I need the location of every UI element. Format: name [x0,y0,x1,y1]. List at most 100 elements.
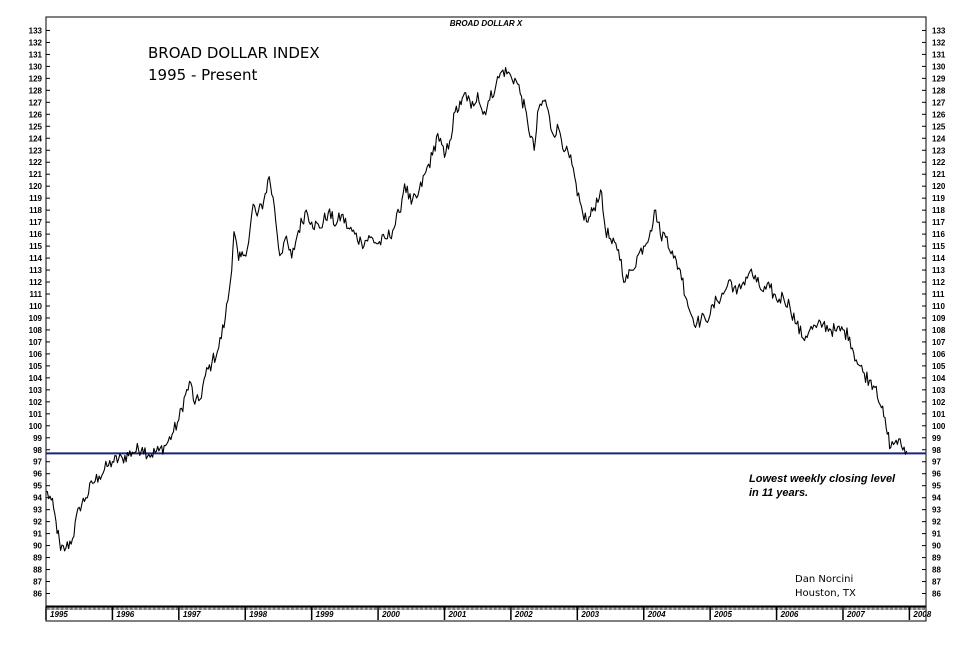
y-tick-label-right: 116 [932,230,945,239]
y-tick-label-left: 133 [29,26,43,35]
y-tick-label-left: 93 [33,506,42,515]
y-tick-label-left: 99 [33,434,42,443]
y-tick-label-right: 103 [932,386,946,395]
y-tick-label-right: 108 [932,326,946,335]
y-tick-label-right: 87 [932,578,941,587]
y-tick-label-left: 101 [29,410,43,419]
x-axis: 1995 1996 1997 1998 1999 2000 2001 2002 2003 2004… [45,607,932,620]
y-tick-label-left: 110 [29,302,42,311]
y-tick-label-left: 114 [29,254,42,263]
x-tick-label: 1998 [249,610,267,619]
y-tick-label-right: 97 [932,458,941,467]
y-tick-label-right: 111 [932,290,945,299]
annotation-line-1: Lowest weekly closing level [749,473,896,485]
y-tick-label-right: 104 [932,374,946,383]
y-tick-label-right: 127 [932,98,946,107]
y-tick-label-left: 116 [29,230,42,239]
x-tick-label: 2000 [381,610,400,619]
y-tick-label-right: 112 [932,278,945,287]
x-tick-label: 1997 [183,610,201,619]
y-tick-label-right: 86 [932,590,941,599]
x-tick-label: 2005 [713,610,732,619]
chart-subtitle: 1995 - Present [148,66,258,84]
x-tick-label: 2001 [447,610,466,619]
y-tick-label-right: 118 [932,206,945,215]
y-tick-label-right: 101 [932,410,946,419]
x-tick-label: 2006 [780,610,799,619]
y-tick-label-left: 113 [29,266,42,275]
y-tick-label-left: 109 [29,314,43,323]
y-tick-label-right: 119 [932,194,945,203]
y-tick-label-right: 124 [932,134,946,143]
y-tick-label-left: 100 [29,422,43,431]
y-tick-label-left: 102 [29,398,43,407]
y-tick-label-left: 123 [29,146,43,155]
y-axis-right: 86 87 88 89 90 91 92 93 94 95 96 97 98 99 100 101 102 103… [922,26,946,599]
y-tick-label-right: 114 [932,254,945,263]
y-tick-label-left: 121 [29,170,43,179]
y-tick-label-left: 120 [29,182,43,191]
y-tick-label-right: 94 [932,494,941,503]
y-tick-label-left: 89 [33,554,42,563]
x-tick-label: 1995 [50,610,68,619]
y-tick-label-left: 98 [33,446,42,455]
y-tick-label-left: 115 [29,242,42,251]
y-tick-label-right: 100 [932,422,946,431]
y-tick-label-left: 91 [33,530,42,539]
y-tick-label-right: 96 [932,470,941,479]
y-tick-label-left: 104 [29,374,43,383]
y-tick-label-left: 111 [30,290,43,299]
y-tick-label-left: 128 [29,86,43,95]
y-tick-label-left: 90 [33,542,42,551]
y-tick-label-right: 99 [932,434,941,443]
y-tick-label-left: 106 [29,350,43,359]
y-tick-label-left: 119 [29,194,42,203]
annotation-line-2: in 11 years. [749,487,808,499]
y-tick-label-left: 122 [29,158,43,167]
y-tick-label-right: 133 [932,26,946,35]
credit-name: Dan Norcini [795,574,853,585]
y-tick-label-right: 121 [932,170,946,179]
chart-title: BROAD DOLLAR INDEX [148,44,320,62]
x-tick-label: 2003 [580,610,599,619]
y-tick-label-right: 130 [932,62,946,71]
y-tick-label-left: 94 [33,494,42,503]
y-tick-label-right: 88 [932,566,941,575]
y-tick-label-left: 124 [29,134,43,143]
y-tick-label-right: 129 [932,74,946,83]
plot-frame [45,16,927,607]
series-line [45,66,908,552]
y-tick-label-right: 122 [932,158,946,167]
y-tick-label-right: 92 [932,518,941,527]
y-tick-label-right: 98 [932,446,941,455]
y-tick-label-left: 96 [33,470,42,479]
y-tick-label-left: 107 [29,338,43,347]
y-tick-label-left: 112 [29,278,42,287]
y-tick-label-right: 102 [932,398,946,407]
x-tick-label: 1999 [316,610,334,619]
y-tick-label-left: 86 [33,590,42,599]
y-tick-label-left: 117 [29,218,42,227]
y-tick-label-left: 129 [29,74,43,83]
x-tick-label: 2004 [647,610,666,619]
y-tick-label-right: 132 [932,38,946,47]
y-tick-label-right: 107 [932,338,946,347]
x-tick-label: 2008 [912,610,931,619]
y-tick-label-right: 90 [932,542,941,551]
y-tick-label-right: 105 [932,362,946,371]
y-tick-label-left: 118 [29,206,42,215]
y-tick-label-right: 128 [932,86,946,95]
x-tick-label: 1996 [116,610,134,619]
y-tick-label-left: 130 [29,62,43,71]
y-tick-label-right: 125 [932,122,946,131]
y-tick-label-left: 95 [33,482,42,491]
y-tick-label-left: 108 [29,326,43,335]
y-tick-label-right: 110 [932,302,945,311]
y-tick-label-left: 125 [29,122,43,131]
y-tick-label-right: 113 [932,266,945,275]
y-tick-label-right: 131 [932,50,946,59]
y-tick-label-right: 89 [932,554,941,563]
chart-header: BROAD DOLLAR X [450,19,523,28]
y-tick-label-right: 123 [932,146,946,155]
